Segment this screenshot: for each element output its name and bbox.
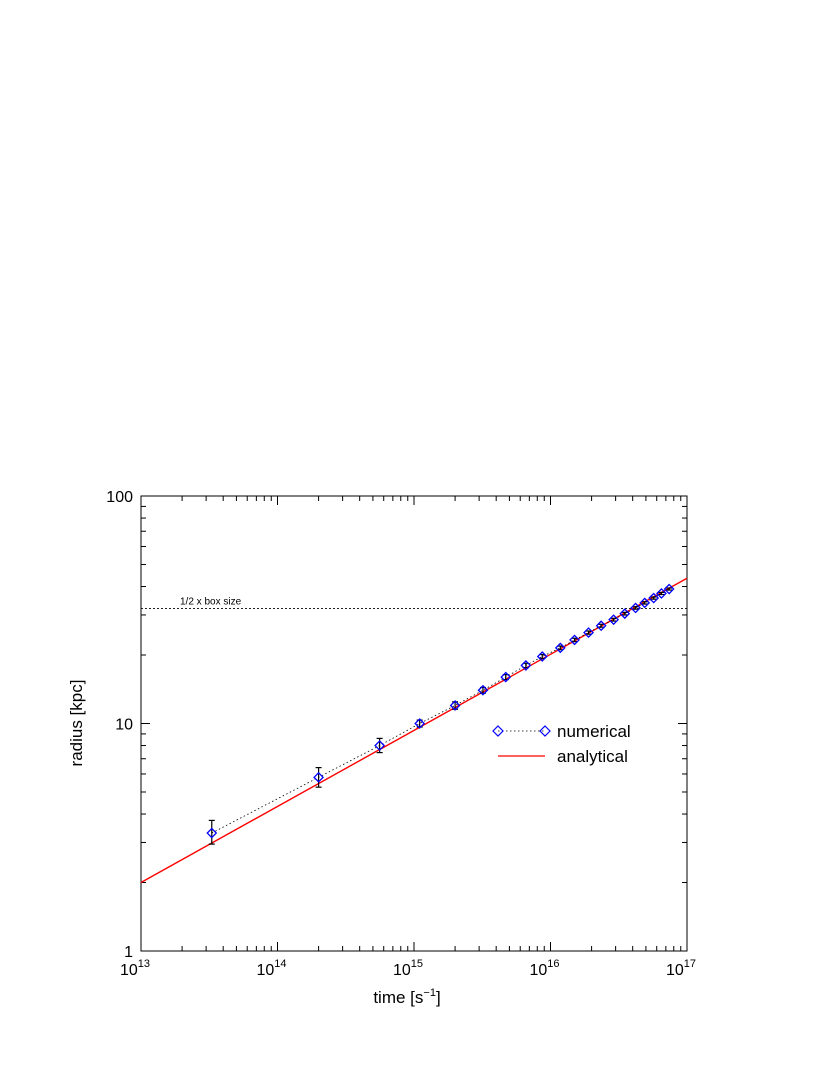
numerical-data-point [630,602,641,614]
x-tick-label: 1016 [529,958,559,979]
legend-numerical-marker-left [492,725,504,737]
x-tick-label: 1014 [256,958,286,979]
numerical-data-point [619,608,631,620]
numerical-data-point [536,651,548,662]
numerical-data-point [595,620,607,632]
y-tick-label: 1 [124,944,133,961]
numerical-dotted-line [211,588,670,834]
numerical-data-point [648,592,660,604]
numerical-data-point [554,642,566,654]
y-tick-label: 100 [106,489,133,506]
numerical-data-point [608,614,620,626]
numerical-data-point [313,771,325,783]
y-tick-label: 10 [115,717,133,734]
analytical-line [140,577,688,884]
legend-analytical-label: analytical [557,747,628,766]
numerical-data-point [583,627,594,638]
numerical-data-point [477,684,489,696]
numerical-data-point [569,634,580,646]
legend: numerical analytical [492,722,631,766]
series-layer [140,577,688,884]
numerical-data-point [656,588,667,599]
numerical-data-point [520,660,532,671]
numerical-data-point [374,740,386,751]
numerical-data-point [500,671,512,683]
box-size-annotation: 1/2 x box size [180,597,242,608]
reference-line-layer: 1/2 x box size [141,597,687,609]
x-tick-label: 1015 [393,958,423,979]
x-axis-label: time [s−1] [373,987,440,1007]
tick-labels-layer: 1013 1014 1015 1016 1017 1 10 100 [106,489,696,979]
numerical-data-point [449,700,461,711]
ticks-layer [140,495,688,952]
y-axis-label: radius [kpc] [67,680,86,767]
legend-numerical-marker-right [539,725,551,737]
x-tick-label: 1017 [666,958,696,979]
numerical-data-point [639,597,651,609]
numerical-data-point [663,583,675,595]
numerical-data-point [206,827,218,839]
numerical-data-point [414,718,426,729]
legend-numerical-label: numerical [557,722,631,741]
x-tick-label: 1013 [120,958,150,979]
